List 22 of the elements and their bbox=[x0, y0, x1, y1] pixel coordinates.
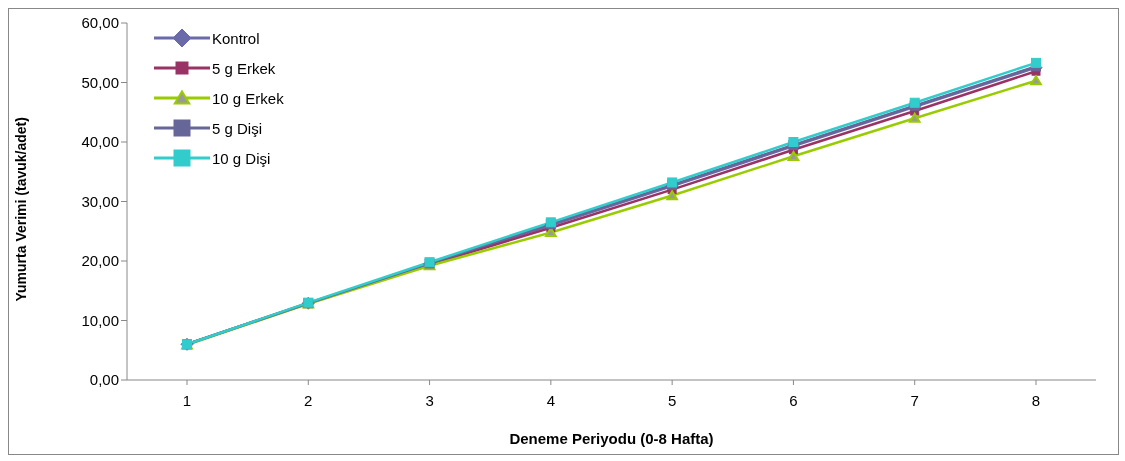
y-tick-label: 0,00 bbox=[89, 371, 119, 389]
y-tick-label: 60,00 bbox=[81, 14, 119, 32]
x-tick-label: 4 bbox=[546, 391, 556, 409]
y-axis-title: Yumurta Verimi (tavuk/adet) bbox=[12, 117, 29, 302]
x-tick-label: 8 bbox=[1031, 391, 1041, 409]
x-tick-label: 7 bbox=[910, 391, 919, 409]
y-tick-label: 40,00 bbox=[81, 133, 119, 151]
x-tick-label: 6 bbox=[789, 391, 798, 409]
legend-label: 5 g Dişi bbox=[212, 119, 263, 137]
x-tick-label: 2 bbox=[304, 391, 313, 409]
y-tick-label: 10,00 bbox=[81, 311, 119, 329]
legend-label: 5 g Erkek bbox=[212, 59, 276, 77]
x-axis-title: Deneme Periyodu (0-8 Hafta) bbox=[509, 430, 714, 447]
x-tick-label: 5 bbox=[667, 391, 677, 409]
x-tick-label: 3 bbox=[425, 391, 434, 409]
legend-label: Kontrol bbox=[212, 29, 260, 47]
y-tick-label: 30,00 bbox=[81, 192, 119, 210]
y-tick-label: 20,00 bbox=[81, 252, 119, 270]
x-tick-label: 1 bbox=[182, 391, 192, 409]
y-tick-label: 50,00 bbox=[81, 73, 119, 91]
legend-label: 10 g Dişi bbox=[212, 149, 271, 167]
legend-label: 10 g Erkek bbox=[212, 89, 284, 107]
